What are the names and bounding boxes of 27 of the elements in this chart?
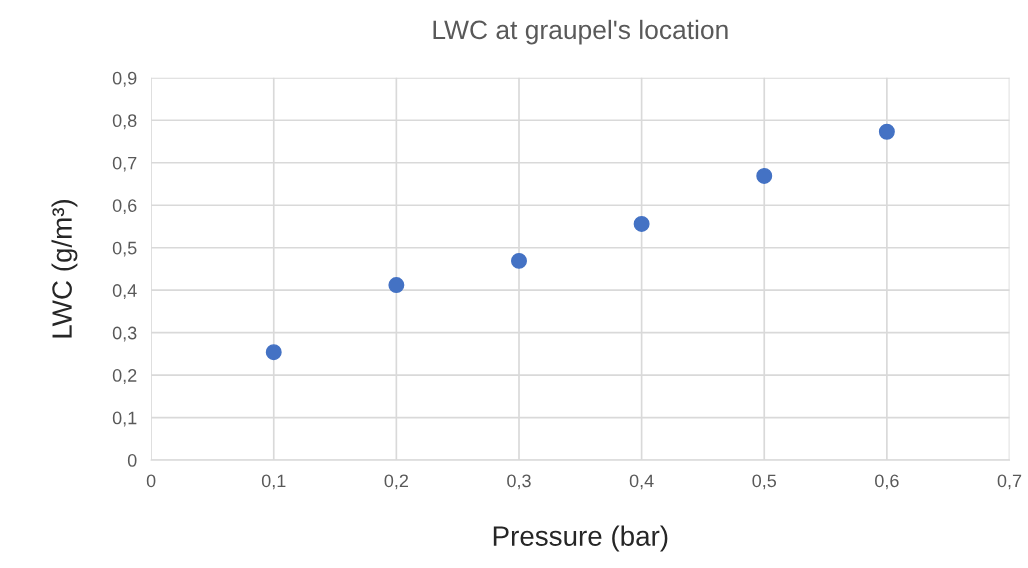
- y-tick-label: 0,2: [112, 369, 137, 384]
- point: [388, 277, 405, 294]
- x-tick-label: 0,2: [384, 474, 409, 490]
- y-tick-label: 0,4: [112, 284, 137, 300]
- y-tick-label: 0,7: [112, 156, 137, 172]
- x-tick-label: 0,3: [507, 474, 531, 490]
- y-tick-label: 0,8: [112, 114, 137, 130]
- y-tick-label: 0,3: [112, 326, 137, 342]
- point: [756, 167, 773, 184]
- y-axis-title: LWC (g/m³): [51, 199, 78, 338]
- x-axis-title: Pressure (bar): [493, 525, 668, 552]
- point: [633, 215, 650, 232]
- x-tick-label: 0: [146, 474, 156, 488]
- y-tick-label: 0: [127, 454, 137, 467]
- point: [265, 344, 282, 361]
- y-tick-label: 0,1: [112, 411, 137, 427]
- x-tick-label: 0,1: [261, 474, 286, 490]
- x-tick-label: 0,6: [875, 474, 899, 490]
- x-tick-label: 0,4: [629, 474, 654, 490]
- y-tick-label: 0,5: [112, 241, 137, 257]
- y-tick-label: 0,6: [112, 199, 137, 215]
- chart-title: LWC at graupel's location: [433, 19, 728, 45]
- point: [511, 252, 527, 269]
- x-tick-label: 0,5: [752, 474, 777, 490]
- y-tick-label: 0,9: [112, 71, 137, 87]
- point: [878, 123, 895, 140]
- x-tick-label: 0,7: [997, 474, 1022, 490]
